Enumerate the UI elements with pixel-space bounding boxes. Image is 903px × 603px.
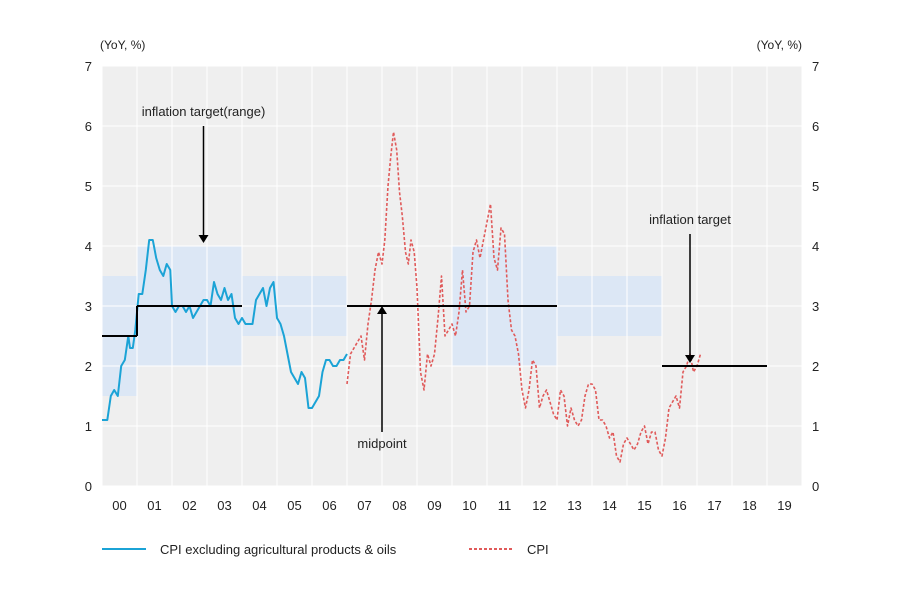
x-tick-16: 16 bbox=[672, 498, 686, 513]
legend-label-core: CPI excluding agricultural products & oi… bbox=[160, 542, 397, 557]
x-tick-17: 17 bbox=[707, 498, 721, 513]
y-tick-left-3: 3 bbox=[85, 299, 92, 314]
y-tick-left-1: 1 bbox=[85, 419, 92, 434]
annotations: inflation target(range) midpoint inflation… bbox=[142, 104, 732, 451]
x-tick-11: 11 bbox=[498, 498, 512, 513]
annotation-arrow-head-2 bbox=[685, 355, 695, 363]
y-unit-right: (YoY, %) bbox=[757, 38, 802, 52]
series-line-cpi bbox=[346, 131, 702, 463]
y-tick-right-6: 6 bbox=[812, 119, 819, 134]
annotation-label-0: inflation target(range) bbox=[142, 104, 266, 119]
x-tick-02: 02 bbox=[182, 498, 196, 513]
x-tick-19: 19 bbox=[777, 498, 791, 513]
y-unit-left: (YoY, %) bbox=[100, 38, 145, 52]
y-tick-right-7: 7 bbox=[812, 59, 819, 74]
y-tick-left-2: 2 bbox=[85, 359, 92, 374]
x-tick-14: 14 bbox=[602, 498, 616, 513]
series-line-core-cpi bbox=[102, 239, 348, 421]
x-tick-08: 08 bbox=[392, 498, 406, 513]
y-tick-left-5: 5 bbox=[85, 179, 92, 194]
y-tick-left-7: 7 bbox=[85, 59, 92, 74]
y-tick-right-3: 3 bbox=[812, 299, 819, 314]
legend: CPI excluding agricultural products & oi… bbox=[102, 542, 549, 557]
x-tick-00: 00 bbox=[112, 498, 126, 513]
x-tick-18: 18 bbox=[742, 498, 756, 513]
annotation-label-1: midpoint bbox=[357, 436, 407, 451]
x-tick-01: 01 bbox=[147, 498, 161, 513]
y-tick-left-0: 0 bbox=[85, 479, 92, 494]
x-tick-10: 10 bbox=[462, 498, 476, 513]
x-tick-09: 09 bbox=[427, 498, 441, 513]
x-tick-13: 13 bbox=[567, 498, 581, 513]
annotation-arrow-head-0 bbox=[198, 235, 209, 243]
annotation-label-2: inflation target bbox=[649, 212, 731, 227]
y-tick-right-4: 4 bbox=[812, 239, 819, 254]
y-tick-right-0: 0 bbox=[812, 479, 819, 494]
x-tick-15: 15 bbox=[637, 498, 651, 513]
axes: 0 01 12 23 34 45 56 67 700 01 02 03 04 05 06 07 08 09 10 11… bbox=[85, 59, 819, 513]
x-tick-04: 04 bbox=[252, 498, 266, 513]
x-tick-06: 06 bbox=[322, 498, 336, 513]
x-tick-12: 12 bbox=[532, 498, 546, 513]
y-tick-left-4: 4 bbox=[85, 239, 92, 254]
x-tick-03: 03 bbox=[217, 498, 231, 513]
y-tick-right-5: 5 bbox=[812, 179, 819, 194]
x-tick-07: 07 bbox=[357, 498, 371, 513]
annotation-arrow-head-1 bbox=[377, 306, 387, 314]
grid-lines bbox=[101, 65, 803, 487]
series-group bbox=[102, 131, 702, 463]
x-tick-05: 05 bbox=[287, 498, 301, 513]
y-tick-left-6: 6 bbox=[85, 119, 92, 134]
y-tick-right-1: 1 bbox=[812, 419, 819, 434]
y-tick-right-2: 2 bbox=[812, 359, 819, 374]
legend-label-cpi: CPI bbox=[527, 542, 549, 557]
